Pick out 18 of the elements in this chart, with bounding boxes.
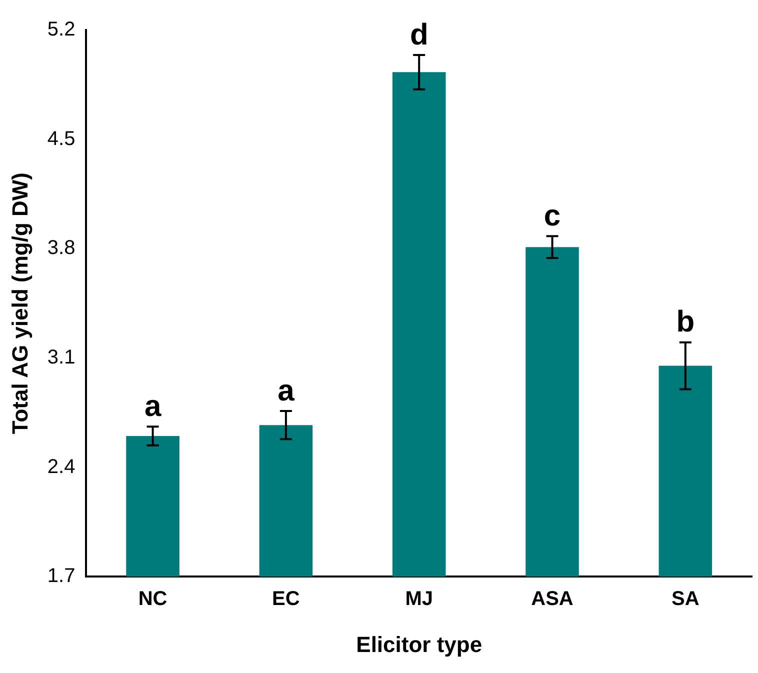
y-tick-label: 4.5 bbox=[47, 128, 76, 150]
annotation: c bbox=[544, 199, 561, 232]
y-tick-label: 2.4 bbox=[47, 456, 76, 478]
x-tick-label: SA bbox=[672, 588, 700, 610]
x-tick-label: NC bbox=[138, 588, 168, 610]
y-axis-title: Total AG yield (mg/g DW) bbox=[7, 172, 32, 434]
x-tick-label: EC bbox=[272, 588, 300, 610]
annotation: a bbox=[144, 390, 162, 423]
y-tick-label: 1.7 bbox=[47, 565, 76, 588]
x-tick-label: MJ bbox=[405, 588, 433, 610]
y-tick-label: 3.8 bbox=[47, 237, 76, 260]
x-axis-title: Elicitor type bbox=[356, 632, 482, 657]
annotation: b bbox=[676, 306, 695, 339]
annotation: a bbox=[278, 374, 295, 408]
y-tick-label: 3.1 bbox=[47, 346, 76, 368]
annotation: d bbox=[410, 18, 428, 52]
y-tick-label: 5.2 bbox=[47, 18, 76, 41]
x-tick-label: ASA bbox=[531, 588, 574, 610]
